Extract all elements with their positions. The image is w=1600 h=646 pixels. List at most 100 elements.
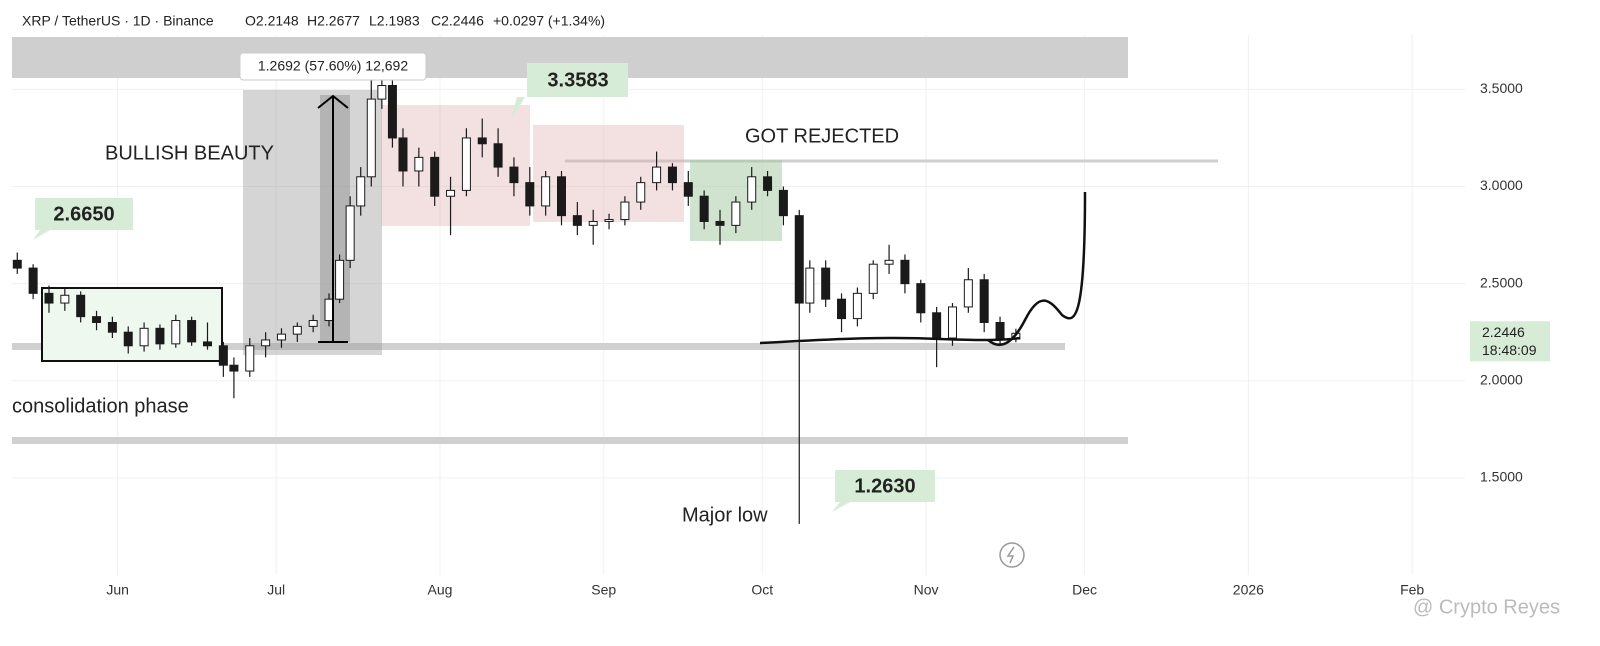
candle-body [963,279,973,308]
candle-body [107,321,117,333]
range-box [533,125,684,222]
candle-body [821,267,831,300]
price-label-box [835,470,935,502]
candle-body [604,219,614,222]
candle-body [324,298,334,322]
candle-body [541,176,551,207]
candle-body [652,166,662,184]
candle-body [28,267,38,294]
header-value: H2.2677 [307,13,360,29]
candle-body [12,259,22,269]
projection-path [987,191,1087,346]
measure-label-box [239,52,427,81]
candle-body [947,306,957,339]
x-tick-label: Oct [751,582,773,598]
annotation: consolidation phase [12,395,189,417]
y-tick-label: 2.5000 [1480,274,1523,290]
candle-body [92,316,102,323]
header-value: C2.2446 [431,13,484,29]
rally-box [243,90,382,355]
candle-body [44,292,54,304]
candle-body [187,320,197,343]
candle-body [398,137,408,172]
candle-body [509,166,519,184]
countdown: 18:48:09 [1482,342,1537,358]
measure-cap [317,94,349,343]
candle-body [763,176,773,191]
candle-body [916,283,926,314]
header-value: L2.1983 [369,13,420,29]
candle-body [620,201,630,221]
x-tick-label: Sep [591,582,616,598]
header-value: O2.2148 [245,13,299,29]
candle-body [747,176,757,203]
price-label: 1.2630 [854,475,915,497]
price-label-tail [33,230,50,240]
last-price-label: 2.2446 [1482,324,1525,340]
candle-body [218,345,228,366]
candle-body [202,341,212,347]
x-tick-label: Dec [1072,582,1097,598]
candle-body [556,176,566,217]
candle-body [245,345,255,372]
candle-body [171,320,181,345]
candle-body [430,156,440,197]
candle-body [715,220,725,226]
candle-body [446,189,456,197]
candle-body [852,292,862,320]
x-tick-label: 2026 [1233,582,1264,598]
candle-body [387,85,397,139]
candle-body [356,176,366,207]
last-price: 2.2446 18:48:09 [1470,321,1550,362]
candle-body [588,220,598,226]
price-label-tail [510,97,525,122]
candle-body [292,325,302,335]
candle-body [778,189,788,217]
candle-body [276,333,286,341]
price-label-box [527,63,628,97]
support-line [759,336,1021,345]
candle-body [837,298,847,320]
candle-body [805,267,815,304]
icon-bolt [1006,546,1015,564]
candle-body [414,156,424,172]
x-tick-label: Feb [1400,582,1424,598]
y-tick-label: 3.5000 [1480,80,1523,96]
measure-box [320,95,350,342]
icon[interactable] [999,542,1025,568]
x-tick-label: Jul [267,582,285,598]
last-price-box [1470,321,1550,362]
candle-body [139,327,149,347]
x-tick-label: Aug [428,582,453,598]
candle-body [667,166,677,184]
candle-body [366,98,376,178]
candle-body [995,321,1005,341]
price-label: 2.6650 [53,203,114,225]
candle-body [335,259,345,300]
y-tick-label: 1.5000 [1480,469,1523,485]
candle-body [636,182,646,203]
measure-label: 1.2692 (57.60%) 12,692 [258,58,408,74]
header-value: +0.0297 (+1.34%) [493,13,605,29]
candle-body [345,205,355,261]
annotation: BULLISH BEAUTY [105,142,274,164]
candle-body [377,85,387,100]
header-symbol: XRP / TetherUS · 1D · Binance [22,13,214,29]
x-tick-label: Nov [914,582,939,598]
candle-body [979,279,989,323]
watermark: @ Crypto Reyes [1413,596,1560,618]
candle-body [932,312,942,339]
candle-body [794,215,804,304]
lower-zone [12,437,1128,444]
price-label-box [35,198,133,230]
candle-body [699,195,709,222]
candles [12,58,1021,524]
candle-body [155,327,165,345]
candle-body [731,201,741,226]
annotation: Major low [682,504,768,526]
candle-body [308,320,318,327]
candle-body [60,294,70,304]
y-tick-label: 2.0000 [1480,371,1523,387]
